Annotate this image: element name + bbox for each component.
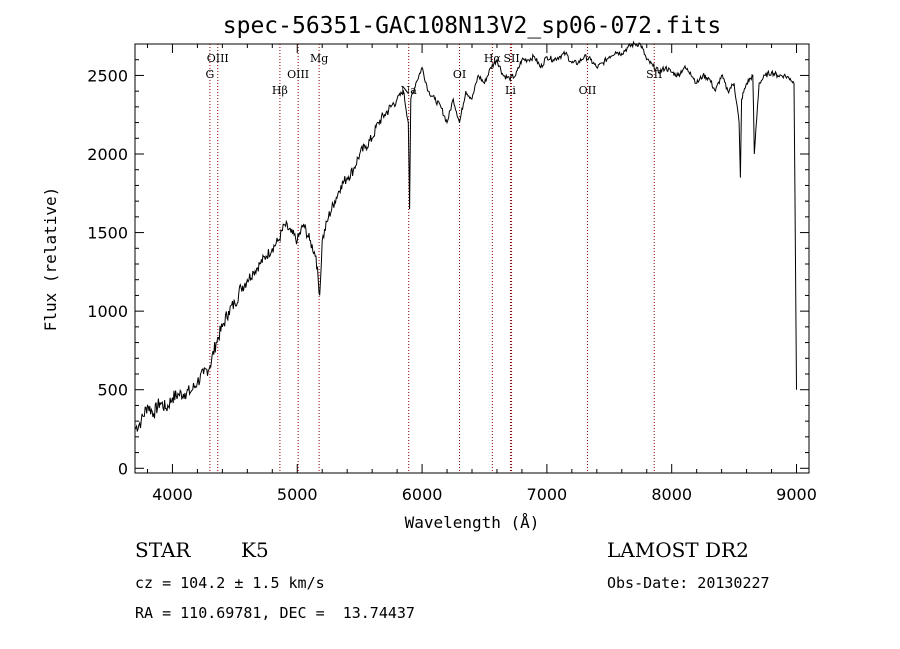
obs-date-text: Obs-Date: 20130227 [607, 574, 770, 592]
redshift-text: cz = 104.2 ± 1.5 km/s [135, 574, 325, 592]
y-tick-label: 1000 [87, 302, 128, 321]
x-tick-label: 5000 [277, 485, 318, 504]
x-axis-label: Wavelength (Å) [405, 513, 540, 532]
plot-frame [134, 43, 810, 474]
emission-line-label: Hα [484, 52, 502, 65]
x-tick-label: 9000 [776, 485, 817, 504]
y-tick-label: 2500 [87, 66, 128, 85]
coordinates-text: RA = 110.69781, DEC = 13.74437 [135, 604, 415, 622]
y-axis: 0 500 1000 1500 2000 2500 [87, 59, 809, 478]
y-axis-label: Flux (relative) [41, 187, 60, 332]
object-class: STAR [135, 538, 191, 562]
y-tick-label: 1500 [87, 224, 128, 243]
emission-line-label: Li [505, 84, 516, 97]
x-tick-label: 4000 [152, 485, 193, 504]
y-tick-label: 500 [97, 381, 128, 400]
emission-line-label: Hβ [272, 84, 288, 97]
emission-line-label: OI [453, 68, 466, 81]
object-subclass: K5 [241, 538, 269, 562]
y-tick-label: 2000 [87, 145, 128, 164]
emission-line-label: OIII [207, 52, 229, 65]
survey-name: LAMOST DR2 [607, 538, 749, 562]
chart-title: spec-56351-GAC108N13V2_sp06-072.fits [223, 13, 722, 39]
emission-line-label: G [205, 68, 214, 81]
emission-line-label: Mg [310, 52, 328, 65]
emission-line-label: Na [401, 84, 418, 97]
x-tick-label: 6000 [402, 485, 443, 504]
emission-line-label: OIII [287, 68, 309, 81]
x-tick-label: 8000 [651, 485, 692, 504]
emission-line-label: SII [503, 52, 519, 65]
emission-line-label: OII [579, 84, 597, 97]
spectrum-line [134, 40, 797, 432]
x-tick-label: 7000 [527, 485, 568, 504]
x-axis: 4000 5000 6000 7000 8000 9000 [146, 44, 817, 504]
y-tick-label: 0 [118, 459, 128, 478]
